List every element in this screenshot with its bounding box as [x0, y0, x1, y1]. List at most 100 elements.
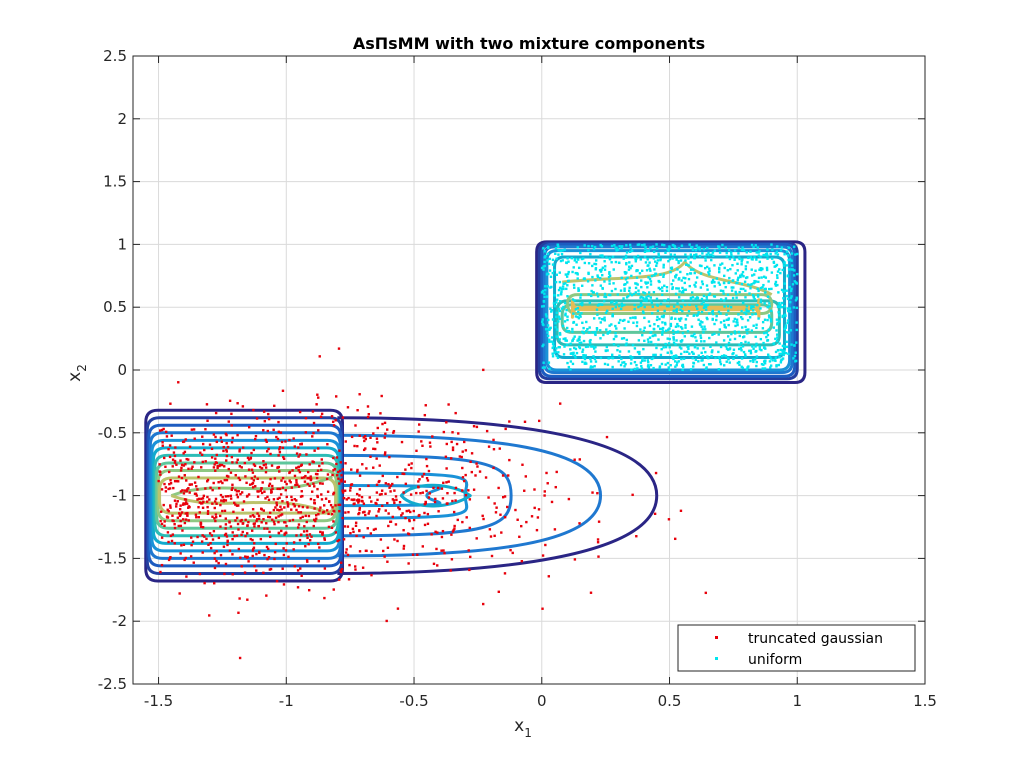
point-truncated-gaussian	[209, 546, 213, 550]
point-truncated-gaussian	[450, 533, 453, 536]
point-truncated-gaussian	[394, 523, 398, 526]
point-uniform	[601, 255, 604, 258]
point-truncated-gaussian	[192, 561, 195, 564]
point-uniform	[646, 264, 649, 267]
point-truncated-gaussian	[402, 472, 406, 476]
point-truncated-gaussian	[475, 425, 479, 429]
point-truncated-gaussian	[325, 477, 329, 481]
point-uniform	[668, 247, 672, 250]
point-truncated-gaussian	[358, 494, 361, 497]
legend-box	[677, 624, 916, 672]
point-uniform	[557, 315, 561, 318]
point-uniform	[696, 296, 699, 299]
point-truncated-gaussian	[407, 562, 410, 565]
point-truncated-gaussian	[193, 481, 197, 484]
point-truncated-gaussian	[234, 519, 237, 522]
point-uniform	[705, 284, 709, 287]
point-truncated-gaussian	[363, 439, 366, 443]
point-uniform	[657, 338, 660, 341]
point-uniform	[647, 294, 650, 298]
point-truncated-gaussian	[392, 429, 396, 433]
point-truncated-gaussian	[492, 466, 495, 470]
point-truncated-gaussian	[405, 509, 408, 513]
point-truncated-gaussian	[261, 481, 264, 484]
point-truncated-gaussian	[369, 532, 373, 535]
point-uniform	[745, 305, 749, 308]
point-uniform	[677, 260, 680, 263]
point-uniform	[713, 332, 716, 336]
point-uniform	[610, 261, 613, 264]
point-uniform	[566, 272, 570, 276]
point-uniform	[655, 261, 659, 265]
point-uniform	[708, 312, 711, 315]
point-uniform	[541, 320, 544, 323]
point-truncated-gaussian	[547, 575, 551, 578]
point-truncated-gaussian	[191, 465, 194, 468]
point-truncated-gaussian	[434, 497, 437, 501]
point-uniform	[634, 291, 637, 294]
point-uniform	[668, 245, 671, 248]
y-tick-label: -0.5	[98, 424, 127, 442]
point-uniform	[605, 328, 608, 331]
point-uniform	[643, 339, 646, 343]
point-truncated-gaussian	[318, 355, 321, 358]
point-truncated-gaussian	[303, 525, 306, 528]
point-uniform	[755, 360, 758, 364]
point-uniform	[637, 339, 641, 342]
point-truncated-gaussian	[277, 454, 280, 457]
point-uniform	[599, 337, 602, 340]
point-truncated-gaussian	[282, 547, 285, 550]
point-truncated-gaussian	[472, 488, 476, 491]
point-uniform	[700, 310, 704, 314]
point-truncated-gaussian	[249, 515, 252, 518]
point-truncated-gaussian	[358, 488, 362, 491]
point-uniform	[750, 329, 754, 332]
point-uniform	[576, 306, 580, 310]
point-uniform	[586, 280, 590, 283]
point-uniform	[737, 276, 740, 279]
point-uniform	[677, 360, 680, 363]
point-uniform	[658, 366, 661, 370]
point-truncated-gaussian	[426, 512, 430, 516]
point-uniform	[696, 247, 700, 250]
point-truncated-gaussian	[186, 488, 189, 491]
point-uniform	[604, 265, 607, 268]
point-uniform	[672, 338, 675, 341]
point-uniform	[546, 334, 550, 338]
point-uniform	[708, 292, 712, 295]
point-truncated-gaussian	[396, 475, 399, 479]
point-uniform	[593, 357, 597, 361]
point-uniform	[657, 279, 660, 283]
point-truncated-gaussian	[235, 493, 239, 496]
point-truncated-gaussian	[200, 497, 203, 501]
point-uniform	[594, 345, 597, 349]
point-uniform	[732, 357, 735, 361]
point-truncated-gaussian	[312, 431, 315, 435]
point-uniform	[705, 265, 709, 269]
point-uniform	[618, 261, 621, 265]
point-uniform	[578, 346, 582, 350]
point-truncated-gaussian	[354, 424, 357, 427]
point-truncated-gaussian	[296, 483, 299, 486]
point-truncated-gaussian	[244, 518, 247, 522]
point-truncated-gaussian	[293, 474, 297, 478]
point-uniform	[739, 287, 743, 291]
point-uniform	[610, 356, 613, 360]
point-truncated-gaussian	[190, 543, 193, 547]
point-uniform	[783, 261, 786, 265]
point-uniform	[582, 326, 585, 330]
point-uniform	[555, 354, 558, 358]
point-truncated-gaussian	[206, 505, 209, 509]
point-truncated-gaussian	[255, 569, 258, 572]
point-uniform	[630, 274, 633, 278]
point-truncated-gaussian	[375, 491, 379, 494]
point-truncated-gaussian	[520, 560, 524, 563]
point-uniform	[719, 345, 723, 349]
point-uniform	[708, 269, 711, 273]
point-truncated-gaussian	[238, 597, 241, 600]
point-truncated-gaussian	[499, 513, 502, 516]
point-uniform	[566, 284, 569, 287]
point-uniform	[598, 317, 601, 320]
point-uniform	[624, 343, 628, 347]
point-uniform	[662, 314, 666, 317]
